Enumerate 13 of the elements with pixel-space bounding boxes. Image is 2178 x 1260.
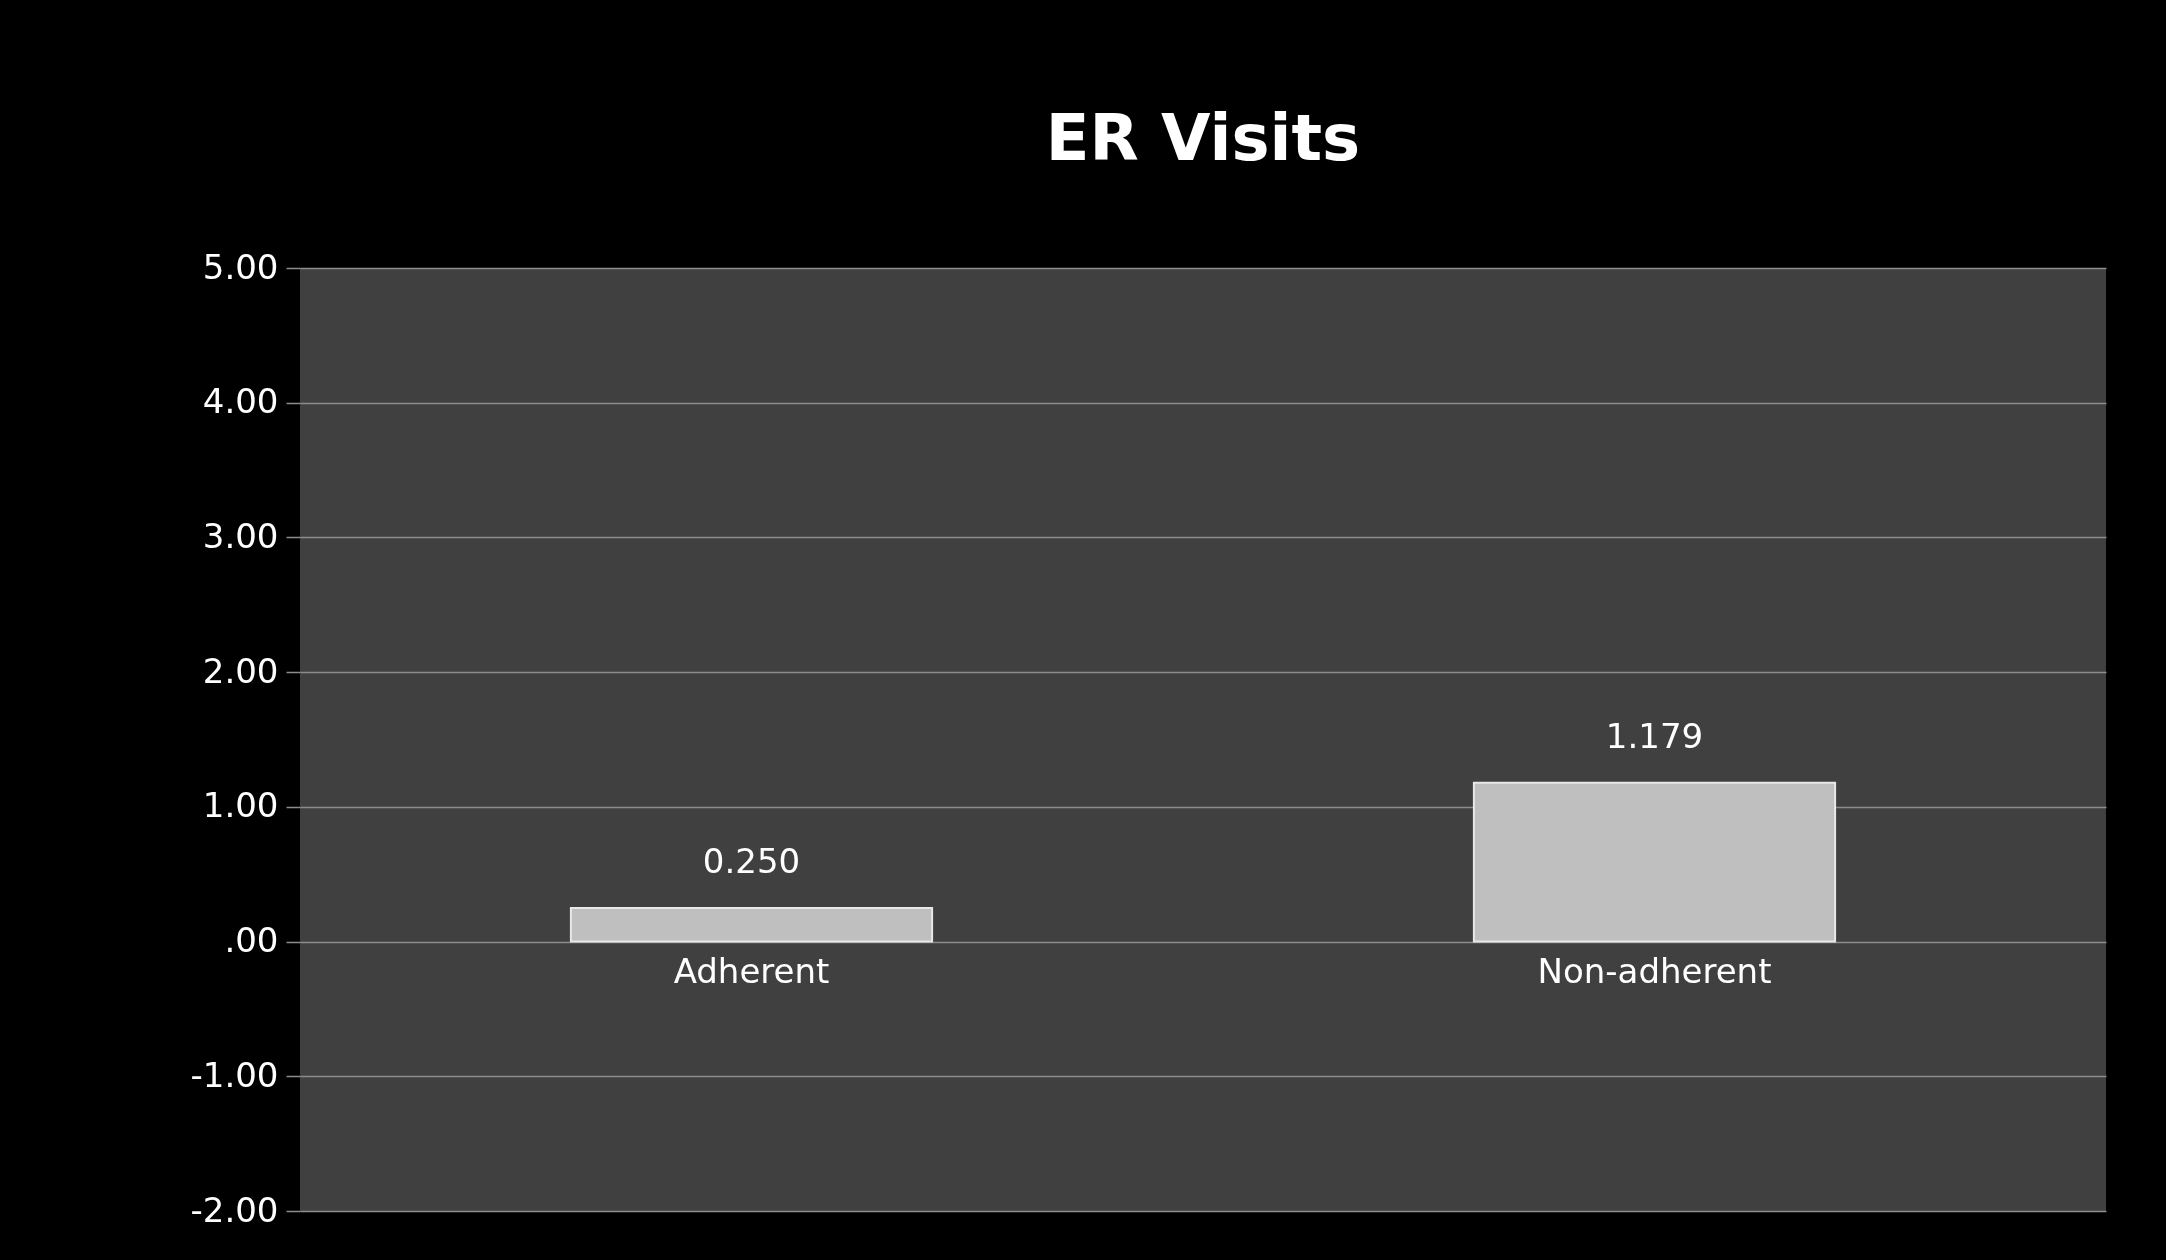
data-label: 1.179 xyxy=(1605,715,1704,756)
y-tick-label: -1.00 xyxy=(190,1054,279,1095)
y-tick-label: 3.00 xyxy=(202,515,279,556)
data-label: 0.250 xyxy=(702,840,801,881)
y-tick-label: 2.00 xyxy=(202,650,279,691)
x-tick-label: Non-adherent xyxy=(1537,951,1772,992)
y-tick-label: -2.00 xyxy=(190,1189,279,1230)
y-tick-label: .00 xyxy=(224,920,279,961)
chart-title: ER Visits xyxy=(1045,101,1361,175)
y-tick-label: 1.00 xyxy=(202,785,279,826)
y-tick-label: 5.00 xyxy=(202,246,279,287)
y-tick-label: 4.00 xyxy=(202,381,279,422)
x-tick-label: Adherent xyxy=(673,951,830,992)
